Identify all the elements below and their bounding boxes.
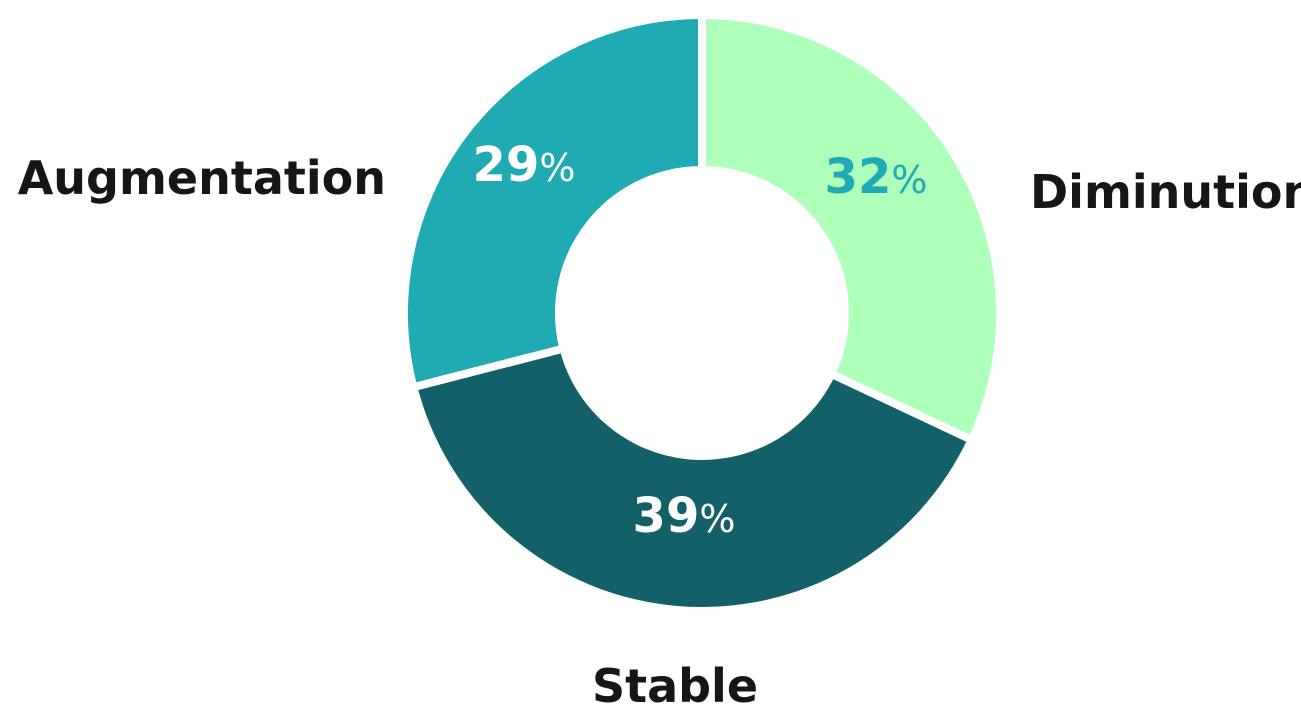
value-label-diminution: 32% [825, 149, 928, 205]
value-label-augmentation: 29% [473, 137, 576, 193]
value-number-augmentation: 29 [473, 137, 540, 193]
value-percent-sign-stable: % [699, 497, 735, 541]
donut-slice-augmentation [400, 11, 706, 392]
value-label-stable: 39% [633, 488, 736, 544]
value-number-diminution: 32 [825, 149, 892, 205]
donut-slices [400, 11, 1004, 615]
donut-slice-stable [409, 344, 976, 615]
category-label-augmentation: Augmentation [18, 151, 386, 205]
value-percent-sign-diminution: % [891, 158, 927, 202]
value-number-stable: 39 [633, 488, 700, 544]
category-label-stable: Stable [592, 659, 758, 711]
value-percent-sign-augmentation: % [539, 146, 575, 190]
category-label-diminution: Diminution [1030, 165, 1301, 219]
donut-slice-diminution [698, 11, 1004, 444]
